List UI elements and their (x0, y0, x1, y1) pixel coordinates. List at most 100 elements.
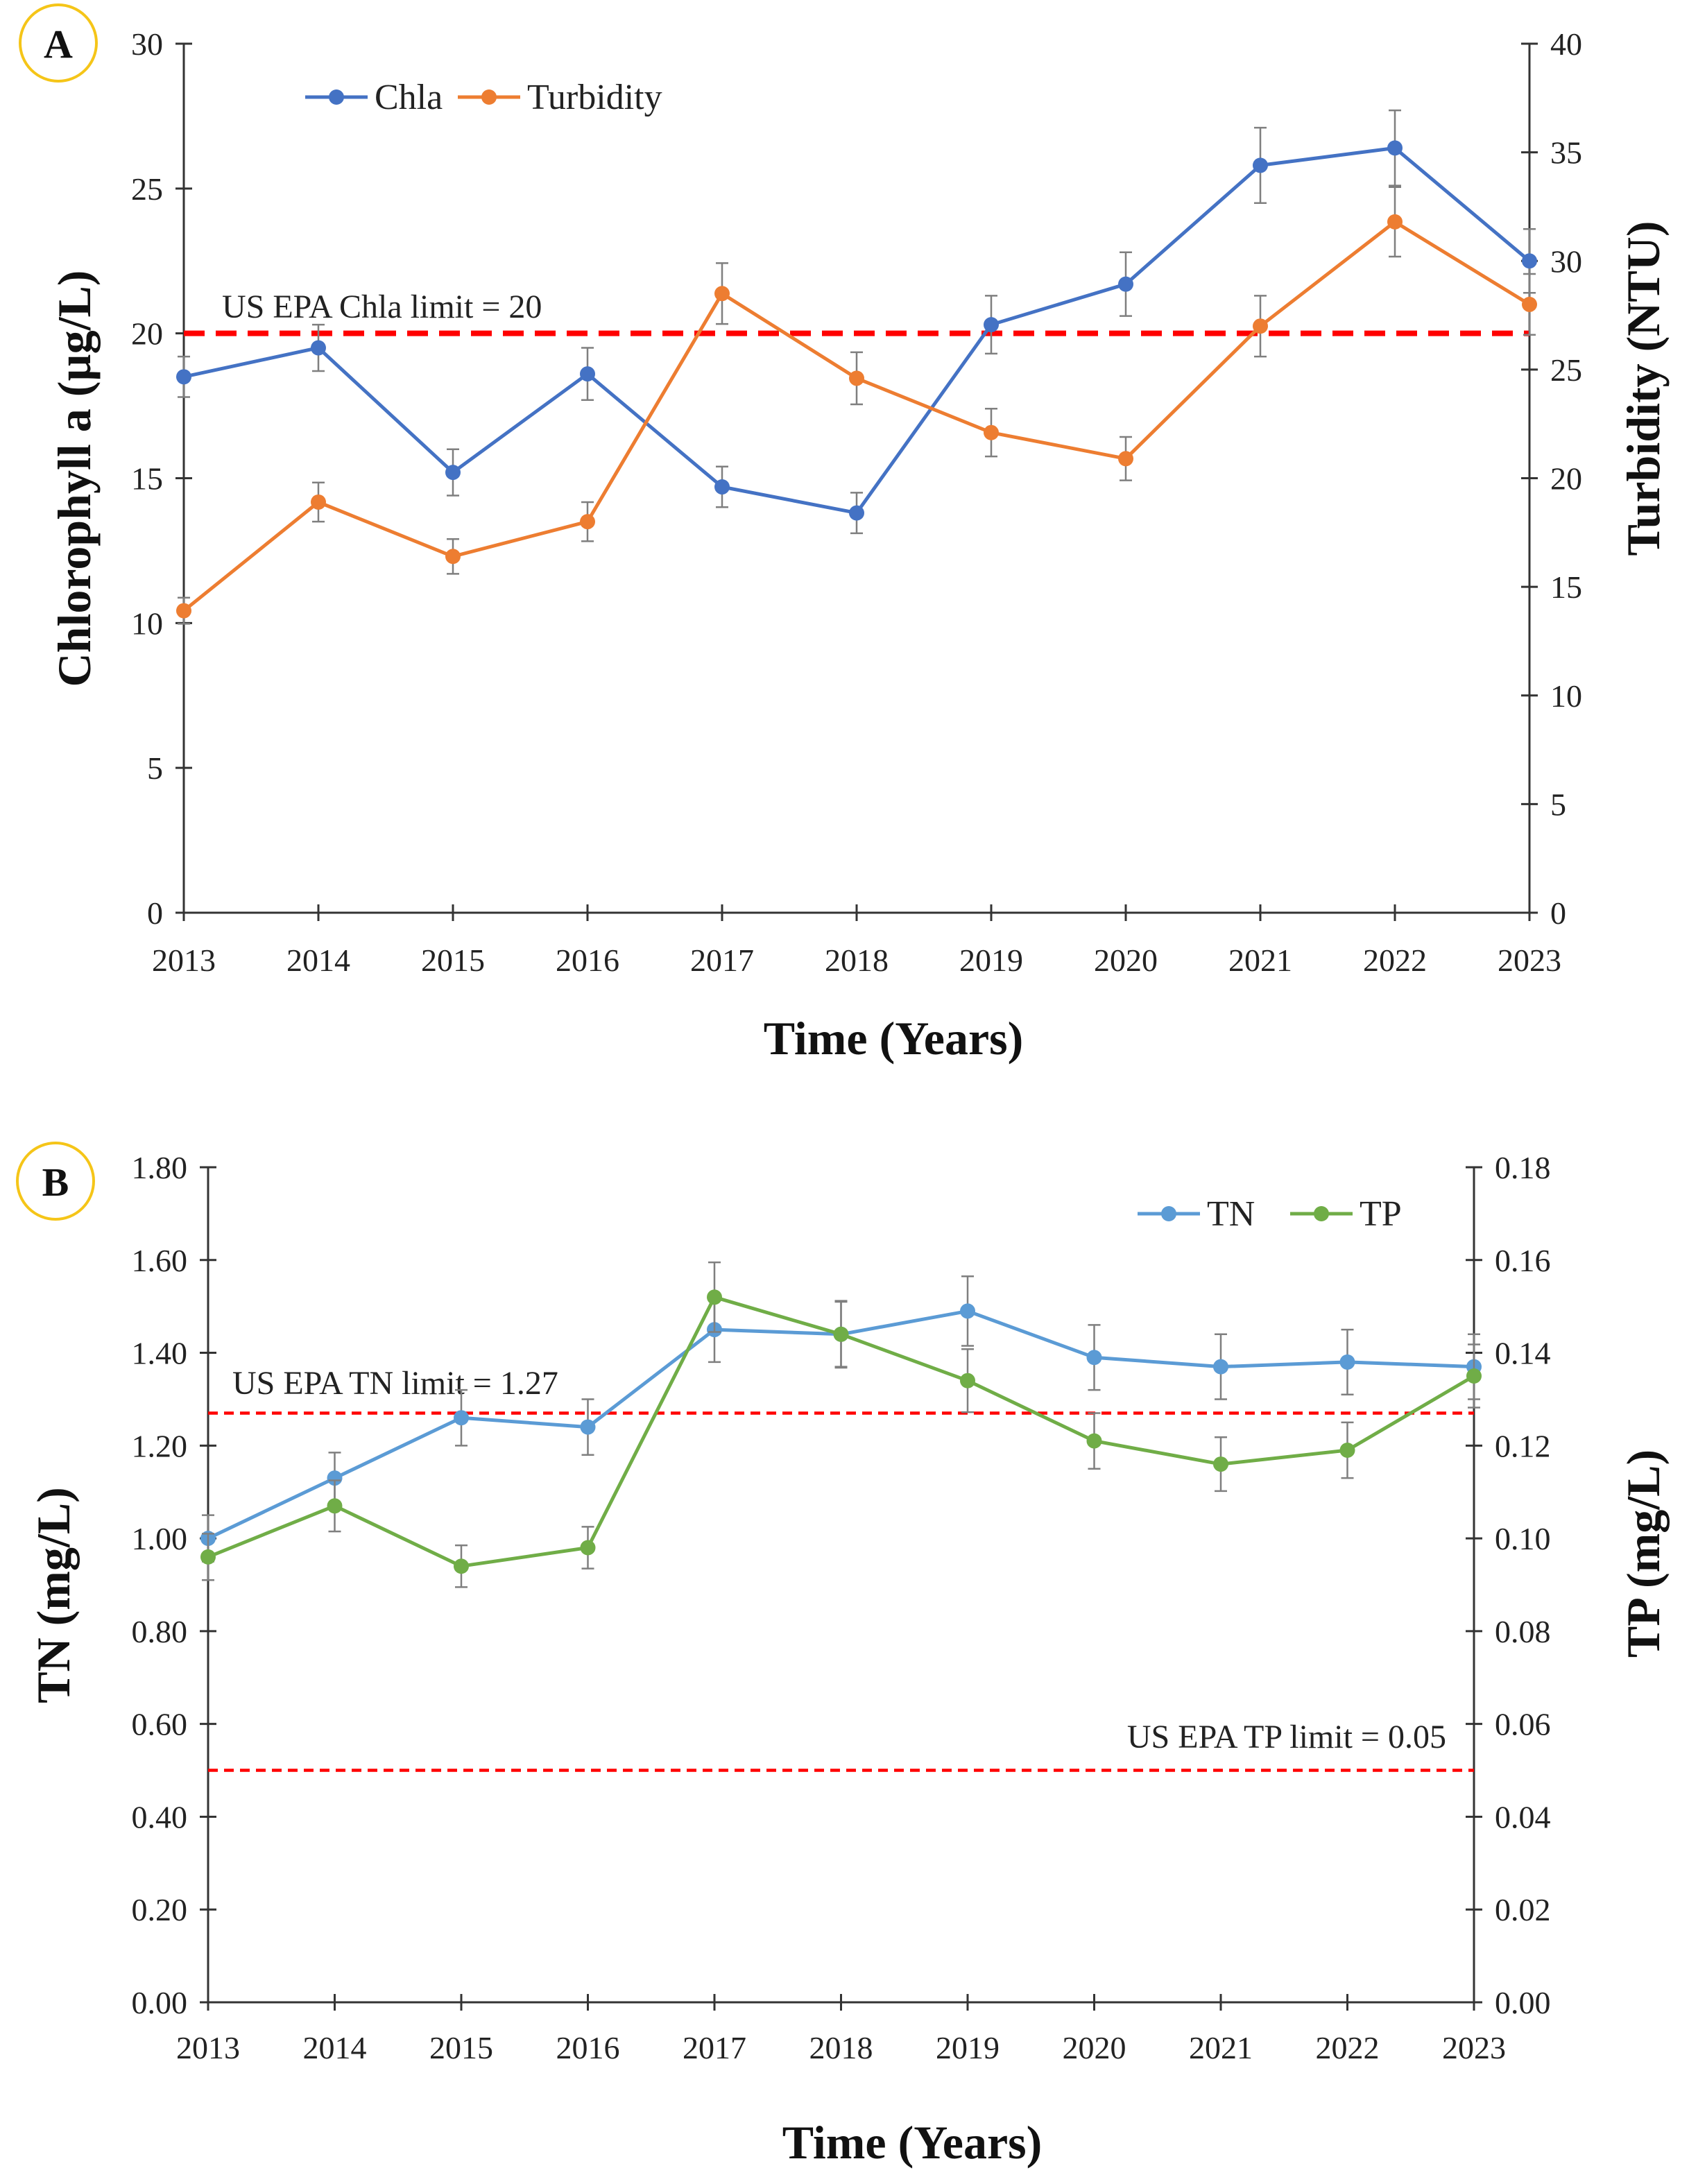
left-tick-label: 1.80 (132, 1150, 188, 1185)
right-tick-label: 30 (1550, 243, 1582, 279)
x-tick-label: 2022 (1363, 943, 1427, 978)
data-point (960, 1373, 975, 1388)
panel-b-letter: B (42, 1160, 69, 1205)
data-point (849, 370, 864, 386)
right-tick-label: 0 (1550, 895, 1566, 931)
data-point (1339, 1443, 1355, 1459)
left-tick-label: 1.20 (132, 1428, 188, 1463)
x-tick-label: 2019 (936, 2030, 1000, 2065)
panel-b-right-axis-title: TP (mg/L) (1617, 1450, 1670, 1658)
x-tick-label: 2017 (690, 943, 754, 978)
data-point (454, 1558, 469, 1574)
x-tick-label: 2016 (556, 943, 619, 978)
x-tick-label: 2020 (1063, 2030, 1126, 2065)
panel-b: B 0.00 0.20 0.40 0.60 0.80 1.00 1.20 1.40 1.60 1.… (16, 1142, 1670, 2169)
x-tick-label: 2018 (825, 943, 889, 978)
data-point (984, 424, 999, 440)
panel-a-x-axis-title: Time (Years) (764, 1012, 1024, 1065)
data-point (833, 1326, 849, 1342)
series-chla (176, 109, 1537, 535)
panel-b-series (200, 1261, 1482, 1588)
x-tick-label: 2021 (1189, 2030, 1253, 2065)
data-point (984, 317, 999, 333)
panel-a-limits: US EPA Chla limit = 20 (184, 289, 1529, 336)
panel-b-limits: US EPA TN limit = 1.27 US EPA TP limit = … (208, 1365, 1474, 1772)
x-tick-label: 2023 (1442, 2030, 1506, 2065)
series-tp (200, 1261, 1482, 1588)
data-point (1253, 157, 1268, 173)
data-point (1086, 1350, 1102, 1366)
data-point (580, 514, 595, 530)
left-tick-label: 0.60 (132, 1707, 188, 1742)
panel-b-badge (16, 1142, 95, 1221)
left-tick-label: 0.40 (132, 1799, 188, 1834)
panel-a-letter: A (44, 22, 73, 67)
right-tick-label: 0.12 (1495, 1428, 1551, 1463)
panel-a-series (176, 109, 1537, 625)
legend-label: TP (1360, 1194, 1402, 1234)
data-point (1522, 253, 1537, 269)
left-tick-label: 30 (131, 26, 163, 62)
right-tick-label: 15 (1550, 569, 1582, 605)
legend-swatch-marker (1161, 1206, 1176, 1221)
data-point (960, 1303, 975, 1319)
x-tick-label: 2023 (1498, 943, 1561, 978)
panel-a-axes: 0 5 10 15 20 25 30 0 5 10 15 20 25 30 35 40 2013 2014 2015… (131, 26, 1582, 978)
left-tick-label: 0.00 (132, 1985, 188, 2020)
data-point (311, 494, 326, 510)
right-tick-label: 35 (1550, 135, 1582, 171)
left-tick-label: 20 (131, 316, 163, 352)
right-tick-label: 25 (1550, 352, 1582, 388)
left-tick-label: 0.20 (132, 1892, 188, 1927)
limit-label: US EPA Chla limit = 20 (222, 289, 542, 325)
right-tick-label: 10 (1550, 678, 1582, 714)
panel-b-axes: 0.00 0.20 0.40 0.60 0.80 1.00 1.20 1.40 1.60 1.80… (132, 1150, 1551, 2065)
limit-label: US EPA TP limit = 0.05 (1127, 1719, 1446, 1755)
legend-swatch-marker (1314, 1206, 1329, 1221)
x-tick-label: 2021 (1228, 943, 1292, 978)
data-point (327, 1470, 343, 1486)
data-point (580, 1419, 596, 1435)
legend-swatch-marker (329, 89, 344, 105)
data-point (311, 340, 326, 356)
panel-a-legend: Chla Turbidity (305, 78, 662, 117)
right-tick-label: 0.10 (1495, 1521, 1551, 1556)
data-point (1387, 140, 1403, 156)
data-point (200, 1549, 216, 1565)
limit-label: US EPA TN limit = 1.27 (232, 1365, 558, 1402)
x-tick-label: 2014 (286, 943, 350, 978)
right-tick-label: 20 (1550, 461, 1582, 497)
data-point (1213, 1456, 1228, 1472)
right-tick-label: 0.06 (1495, 1707, 1551, 1742)
left-tick-label: 1.60 (132, 1243, 188, 1278)
data-point (176, 369, 191, 385)
data-point (1253, 318, 1268, 334)
panel-b-x-axis-title: Time (Years) (782, 2116, 1043, 2169)
panel-a-badge (19, 3, 98, 83)
data-point (1213, 1359, 1228, 1375)
left-tick-label: 1.40 (132, 1336, 188, 1371)
x-tick-label: 2014 (303, 2030, 367, 2065)
data-point (176, 603, 191, 619)
right-tick-label: 0.08 (1495, 1614, 1551, 1649)
x-tick-label: 2016 (556, 2030, 620, 2065)
legend-label: Chla (375, 78, 443, 117)
data-point (445, 465, 461, 481)
right-tick-label: 0.16 (1495, 1243, 1551, 1278)
panel-a-right-axis-title: Turbidity (NTU) (1617, 221, 1670, 556)
legend-label: TN (1207, 1194, 1255, 1234)
right-tick-label: 0.04 (1495, 1799, 1551, 1834)
x-tick-label: 2020 (1094, 943, 1158, 978)
data-point (1339, 1354, 1355, 1370)
x-tick-label: 2017 (683, 2030, 746, 2065)
x-tick-label: 2013 (176, 2030, 240, 2065)
data-point (707, 1289, 722, 1305)
left-tick-label: 0 (147, 895, 163, 931)
x-tick-label: 2018 (809, 2030, 873, 2065)
series-line (182, 220, 1531, 612)
right-tick-label: 0.00 (1495, 1985, 1551, 2020)
data-point (714, 479, 730, 495)
data-point (1466, 1368, 1482, 1384)
panel-b-left-axis-title: TN (mg/L) (27, 1487, 80, 1703)
right-tick-label: 0.18 (1495, 1150, 1551, 1185)
